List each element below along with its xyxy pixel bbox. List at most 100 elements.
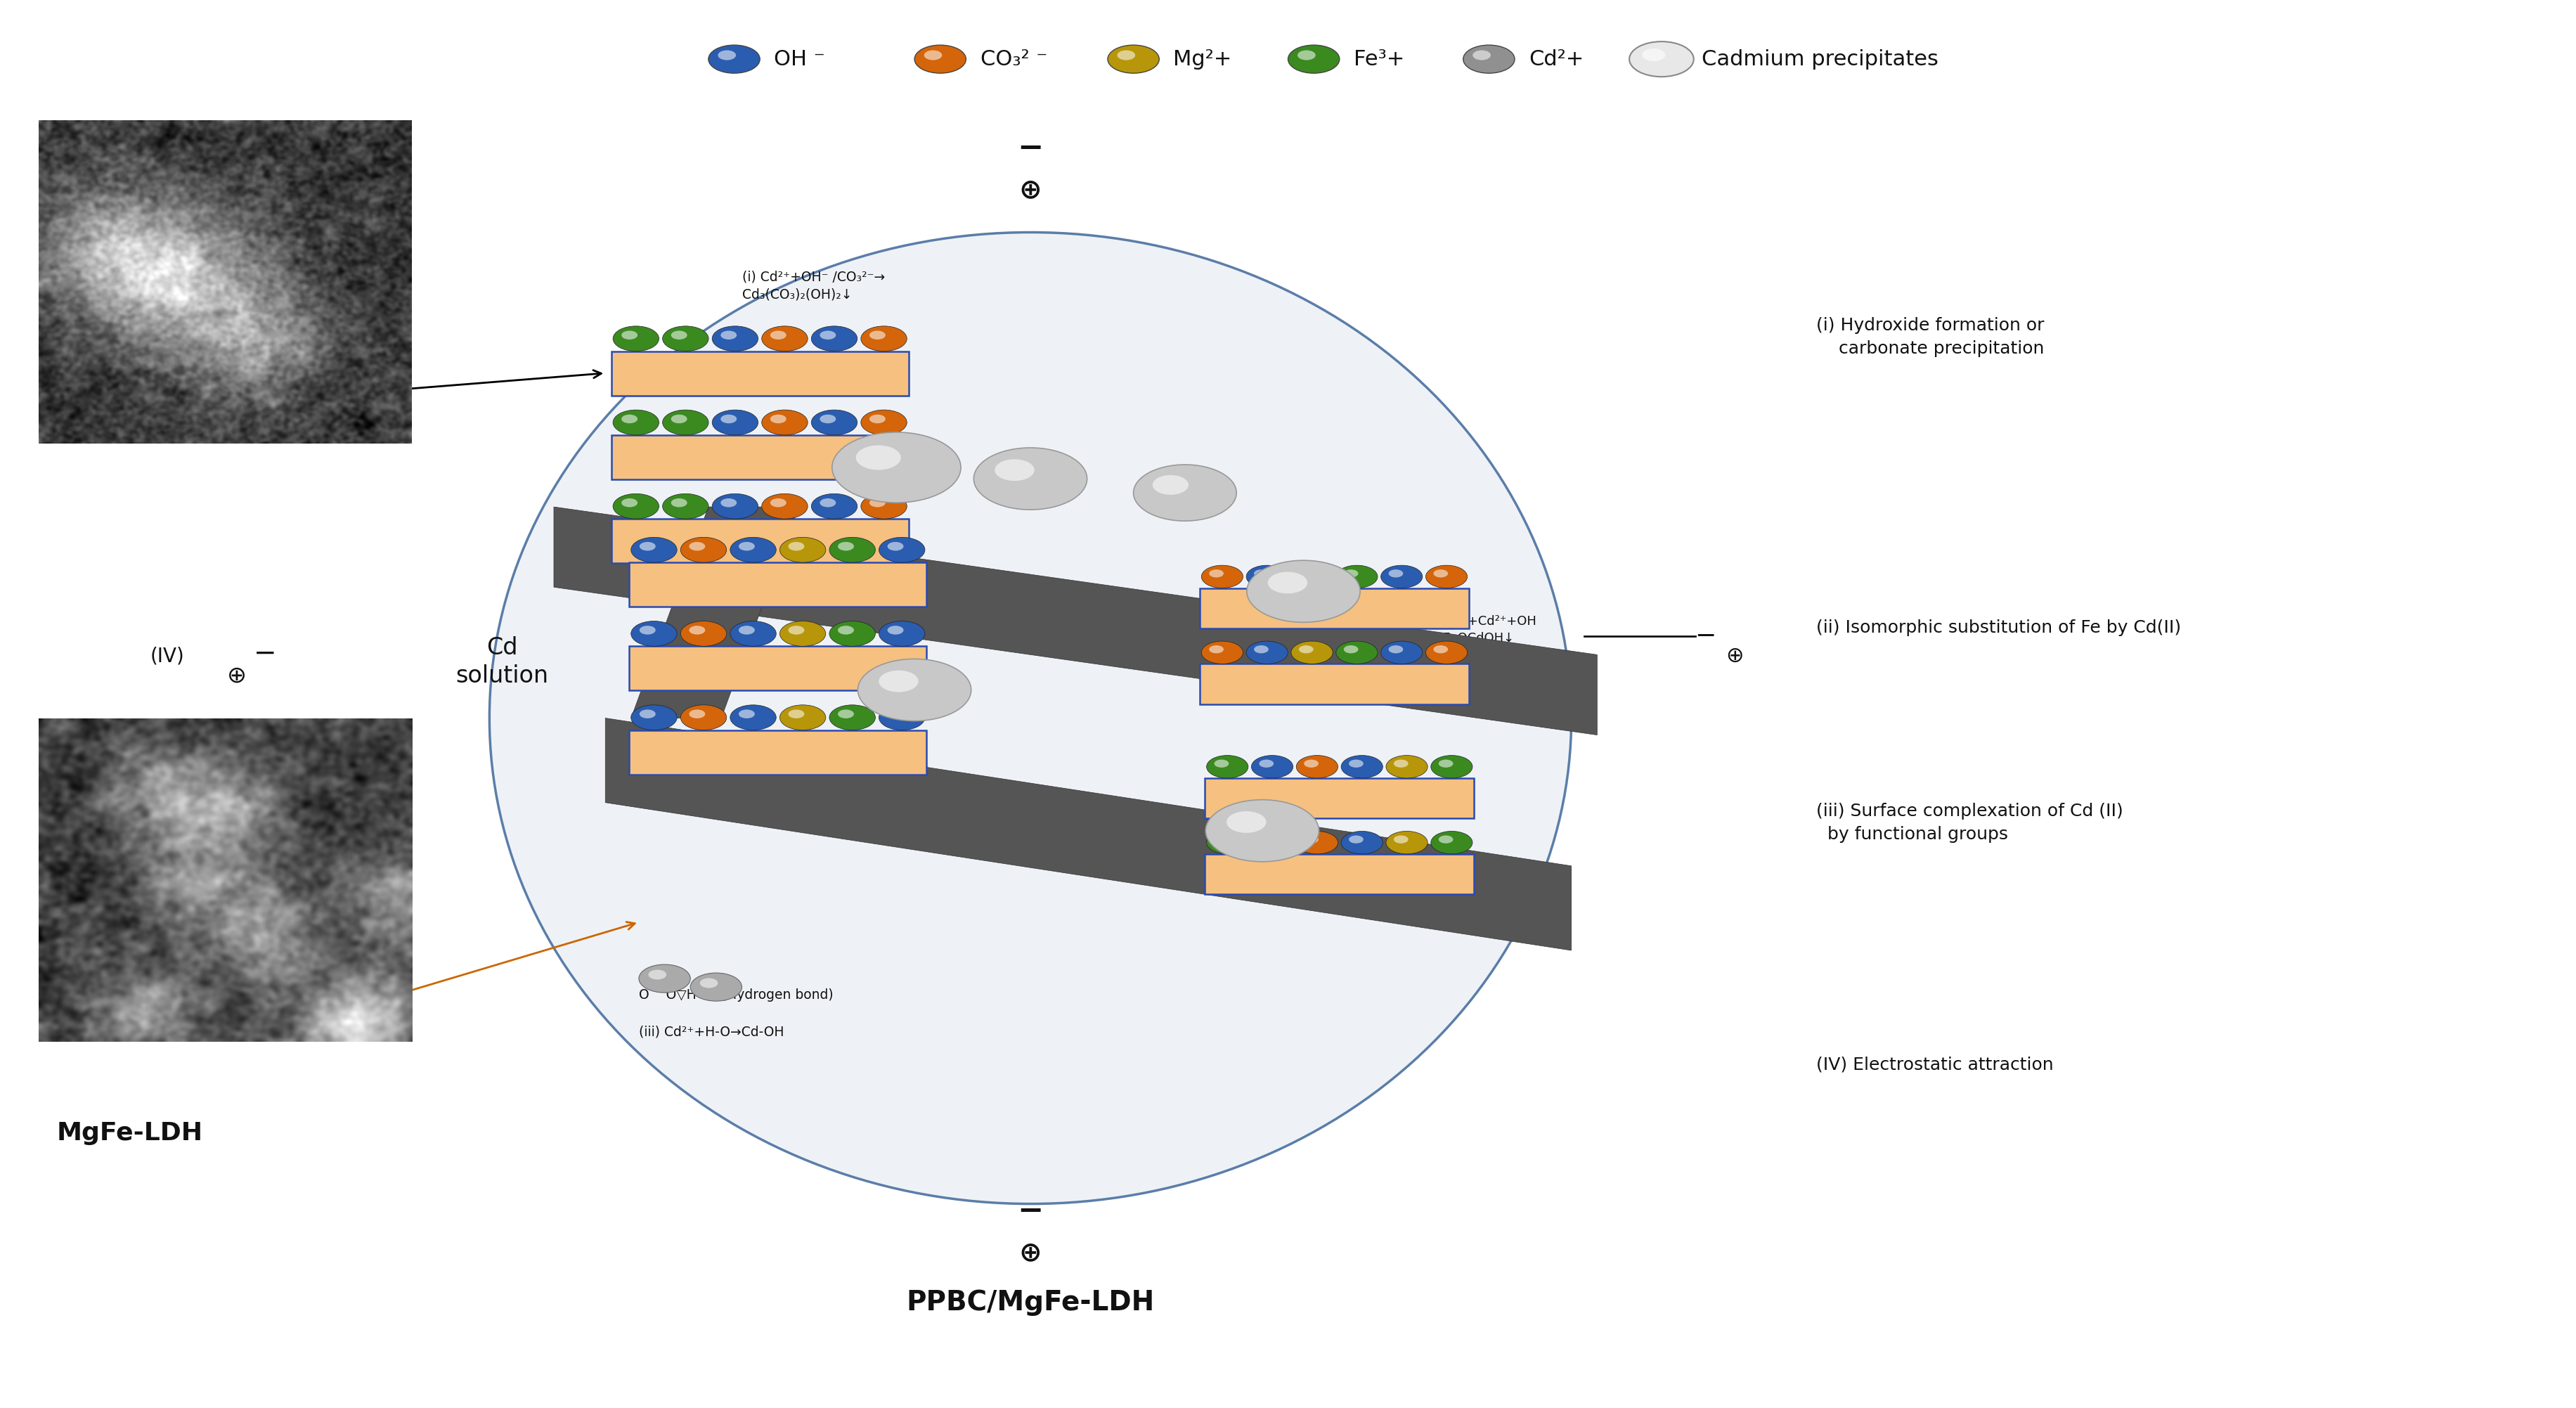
Circle shape — [621, 498, 636, 507]
Circle shape — [762, 410, 809, 435]
Text: −: − — [1018, 132, 1043, 163]
Text: PPBC: PPBC — [142, 411, 216, 434]
Circle shape — [837, 542, 853, 551]
Text: −: − — [1695, 625, 1716, 648]
Circle shape — [829, 538, 876, 562]
Circle shape — [729, 705, 775, 729]
Circle shape — [1386, 755, 1427, 779]
Circle shape — [994, 459, 1036, 482]
Circle shape — [639, 964, 690, 993]
Circle shape — [770, 331, 786, 339]
Text: (ii) Isomorphic substitution of Fe by Cd(II): (ii) Isomorphic substitution of Fe by Cd… — [1816, 620, 2182, 636]
Circle shape — [860, 410, 907, 435]
Circle shape — [672, 331, 688, 339]
Circle shape — [1298, 645, 1314, 653]
Circle shape — [1386, 831, 1427, 853]
Circle shape — [1213, 835, 1229, 843]
Circle shape — [1260, 759, 1273, 767]
Circle shape — [701, 979, 719, 988]
Circle shape — [1342, 831, 1383, 853]
Circle shape — [1473, 51, 1492, 61]
Text: O    O▽H      (Hydrogen bond): O O▽H (Hydrogen bond) — [639, 988, 832, 1001]
Circle shape — [858, 659, 971, 721]
Circle shape — [729, 538, 775, 562]
Text: (ii)
FeO⁻ +Cd²⁺+OH
→FeOCdOH↓: (ii) FeO⁻ +Cd²⁺+OH →FeOCdOH↓ — [1432, 598, 1535, 645]
Circle shape — [788, 710, 804, 718]
Text: (i) Hydroxide formation or
    carbonate precipitation: (i) Hydroxide formation or carbonate pre… — [1816, 317, 2045, 358]
Circle shape — [871, 498, 886, 507]
Circle shape — [690, 710, 706, 718]
Circle shape — [729, 621, 775, 646]
Text: ⊕: ⊕ — [1726, 646, 1744, 666]
Circle shape — [662, 327, 708, 351]
Text: Mg²+: Mg²+ — [1175, 49, 1231, 69]
Circle shape — [770, 498, 786, 507]
Circle shape — [1303, 759, 1319, 767]
Circle shape — [860, 327, 907, 351]
Circle shape — [1252, 755, 1293, 779]
Circle shape — [1247, 560, 1360, 622]
Circle shape — [1388, 569, 1404, 577]
Circle shape — [1298, 51, 1316, 61]
Circle shape — [914, 45, 966, 73]
Circle shape — [1643, 48, 1664, 61]
Circle shape — [781, 538, 827, 562]
Circle shape — [974, 448, 1087, 510]
Circle shape — [1255, 645, 1267, 653]
FancyBboxPatch shape — [611, 351, 909, 396]
FancyBboxPatch shape — [1200, 589, 1468, 628]
Circle shape — [1631, 41, 1695, 76]
Circle shape — [1213, 759, 1229, 767]
Circle shape — [721, 498, 737, 507]
Circle shape — [1247, 641, 1288, 663]
Circle shape — [1252, 831, 1293, 853]
Circle shape — [819, 331, 835, 339]
Circle shape — [690, 625, 706, 635]
Circle shape — [837, 710, 853, 718]
Circle shape — [819, 414, 835, 424]
Circle shape — [1247, 565, 1288, 589]
Circle shape — [1432, 645, 1448, 653]
Text: (IV) Electrostatic attraction: (IV) Electrostatic attraction — [1816, 1056, 2053, 1073]
Circle shape — [819, 498, 835, 507]
Circle shape — [1350, 835, 1363, 843]
Circle shape — [1206, 831, 1249, 853]
Circle shape — [878, 670, 920, 693]
Circle shape — [811, 494, 858, 520]
Circle shape — [1200, 565, 1244, 589]
Circle shape — [1463, 45, 1515, 73]
Circle shape — [613, 327, 659, 351]
Circle shape — [1394, 759, 1409, 767]
Text: Cd²+: Cd²+ — [1530, 49, 1584, 69]
Circle shape — [1303, 835, 1319, 843]
Circle shape — [1200, 641, 1244, 663]
Circle shape — [762, 494, 809, 520]
Polygon shape — [605, 718, 1571, 950]
Circle shape — [649, 970, 667, 980]
Circle shape — [1208, 645, 1224, 653]
Circle shape — [1296, 831, 1337, 853]
Circle shape — [1381, 565, 1422, 589]
Circle shape — [690, 542, 706, 551]
Circle shape — [1291, 565, 1332, 589]
Circle shape — [1298, 569, 1314, 577]
Circle shape — [811, 410, 858, 435]
Text: PPBC/MgFe-LDH: PPBC/MgFe-LDH — [907, 1290, 1154, 1315]
Circle shape — [739, 542, 755, 551]
Circle shape — [662, 410, 708, 435]
Text: OH ⁻: OH ⁻ — [775, 49, 824, 69]
Circle shape — [631, 621, 677, 646]
Circle shape — [860, 494, 907, 520]
FancyBboxPatch shape — [1206, 853, 1473, 894]
Text: (IV): (IV) — [149, 646, 185, 666]
FancyBboxPatch shape — [611, 435, 909, 479]
Circle shape — [878, 705, 925, 729]
Circle shape — [871, 331, 886, 339]
Circle shape — [829, 621, 876, 646]
FancyBboxPatch shape — [629, 646, 927, 690]
Circle shape — [1118, 51, 1136, 61]
Text: Fe³+: Fe³+ — [1355, 49, 1404, 69]
Circle shape — [639, 542, 654, 551]
Circle shape — [613, 494, 659, 520]
Polygon shape — [554, 507, 1597, 735]
